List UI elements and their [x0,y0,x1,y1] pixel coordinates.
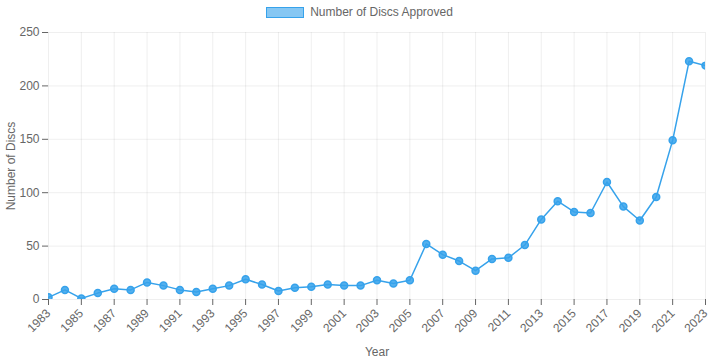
svg-text:1985: 1985 [57,306,86,335]
svg-text:1999: 1999 [287,306,316,335]
svg-text:200: 200 [19,79,39,93]
html-text:Number of Discs Approved: Number of Discs Approved [310,5,453,19]
svg-text:1991: 1991 [156,306,185,335]
svg-text:1987: 1987 [90,306,119,335]
svg-text:1993: 1993 [189,306,218,335]
svg-text:2011: 2011 [485,306,513,334]
svg-text:Year: Year [365,345,389,359]
svg-text:2017: 2017 [583,306,612,335]
svg-text:2009: 2009 [452,306,481,335]
svg-text:150: 150 [19,132,39,146]
svg-text:2023: 2023 [682,306,711,335]
svg-text:2007: 2007 [419,306,448,335]
svg-text:1989: 1989 [123,306,152,335]
svg-text:1997: 1997 [255,306,284,335]
svg-text:2013: 2013 [517,306,546,335]
svg-text:1995: 1995 [222,306,251,335]
svg-text:2015: 2015 [550,306,579,335]
svg-text:2001: 2001 [320,306,349,335]
svg-text:Number of Discs: Number of Discs [4,122,18,211]
svg-text:1983: 1983 [25,306,54,335]
svg-text:2019: 2019 [616,306,645,335]
svg-text:0: 0 [33,292,40,306]
svg-text:250: 250 [19,25,39,39]
svg-text:2005: 2005 [386,306,415,335]
svg-text:100: 100 [19,186,39,200]
svg-text:2003: 2003 [353,306,382,335]
svg-text:2021: 2021 [649,306,678,335]
svg-text:50: 50 [26,239,40,253]
